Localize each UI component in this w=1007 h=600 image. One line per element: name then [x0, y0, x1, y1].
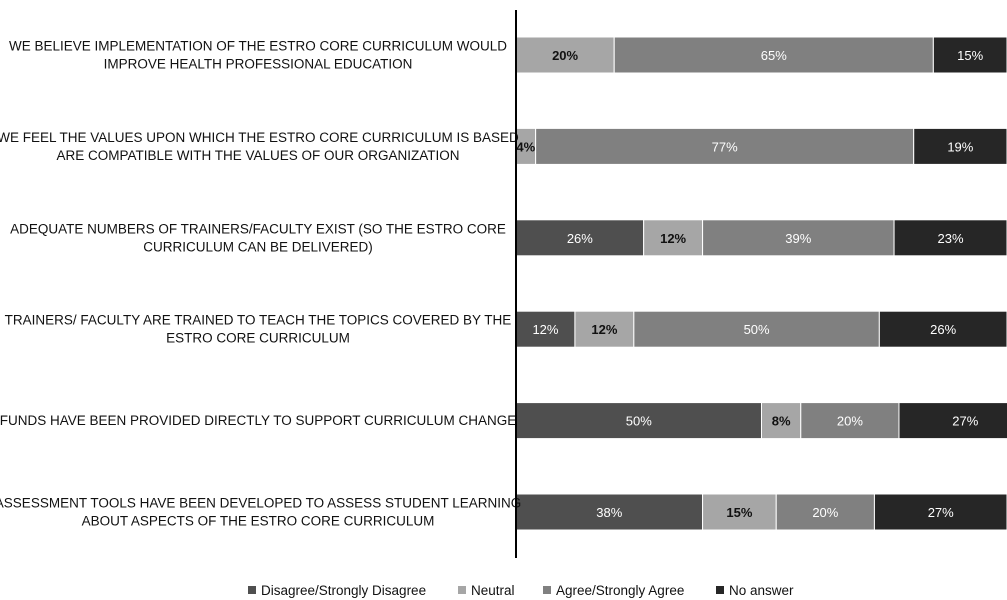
bar-segment [898, 402, 1007, 440]
data-label: 20% [552, 48, 578, 63]
data-label: 26% [567, 231, 593, 246]
bars-group: 20% 65% 15% 4% 77% 19% 26% 12% 39% 23% 12% 12% 50% 26… [515, 36, 1007, 531]
category-label-line: ARE COMPATIBLE WITH THE VALUES OF OUR OR… [56, 148, 459, 163]
data-label: 15% [726, 505, 752, 520]
category-label-line: ESTRO CORE CURRICULUM [166, 331, 350, 346]
data-label: 12% [591, 322, 617, 337]
legend-swatch [458, 586, 466, 594]
category-label-line: ADEQUATE NUMBERS OF TRAINERS/FACULTY EXI… [10, 221, 506, 236]
category-label-line: IMPROVE HEALTH PROFESSIONAL EDUCATION [104, 57, 413, 72]
data-label: 50% [626, 414, 652, 429]
bar-segment [893, 219, 1007, 257]
data-label: 12% [660, 231, 686, 246]
category-label: ADEQUATE NUMBERS OF TRAINERS/FACULTY EXI… [10, 221, 506, 254]
category-label: FUNDS HAVE BEEN PROVIDED DIRECTLY TO SUP… [0, 413, 516, 428]
bar-segment [702, 493, 777, 531]
bar-segment [932, 36, 1007, 74]
data-label: 50% [744, 322, 770, 337]
category-labels: WE BELIEVE IMPLEMENTATION OF THE ESTRO C… [0, 39, 521, 529]
data-label: 27% [952, 414, 978, 429]
legend-swatch [248, 586, 256, 594]
category-label-line: ASSESSMENT TOOLS HAVE BEEN DEVELOPED TO … [0, 496, 521, 511]
category-label-line: WE FEEL THE VALUES UPON WHICH THE ESTRO … [0, 130, 519, 145]
category-label: WE BELIEVE IMPLEMENTATION OF THE ESTRO C… [9, 39, 507, 72]
legend-label: No answer [729, 583, 794, 598]
category-label-line: ABOUT ASPECTS OF THE ESTRO CORE CURRICUL… [82, 514, 435, 529]
bar-segment [515, 36, 615, 74]
category-label-line: FUNDS HAVE BEEN PROVIDED DIRECTLY TO SUP… [0, 413, 516, 428]
bar-segment [515, 493, 704, 531]
category-label: WE FEEL THE VALUES UPON WHICH THE ESTRO … [0, 130, 519, 163]
bar-segment [535, 127, 915, 165]
data-label: 20% [837, 414, 863, 429]
data-label: 12% [532, 322, 558, 337]
legend-swatch [716, 586, 724, 594]
data-label: 23% [938, 231, 964, 246]
data-label: 26% [930, 322, 956, 337]
bar-segment [613, 36, 934, 74]
bar-segment [913, 127, 1007, 165]
category-label-line: CURRICULUM CAN BE DELIVERED) [143, 239, 373, 254]
bar-segment [515, 219, 645, 257]
bar-segment [761, 402, 802, 440]
bar-segment [800, 402, 900, 440]
legend-label: Agree/Strongly Agree [556, 583, 684, 598]
legend-label: Neutral [471, 583, 515, 598]
legend: Disagree/Strongly Disagree Neutral Agree/S… [248, 583, 794, 598]
category-label: ASSESSMENT TOOLS HAVE BEEN DEVELOPED TO … [0, 496, 521, 529]
data-label: 4% [516, 139, 535, 154]
data-label: 15% [957, 48, 983, 63]
legend-swatch [543, 586, 551, 594]
bar-segment [643, 219, 704, 257]
bar-segment [574, 310, 635, 348]
data-label: 19% [947, 139, 973, 154]
legend-label: Disagree/Strongly Disagree [261, 583, 426, 598]
data-label: 38% [596, 505, 622, 520]
bar-segment [873, 493, 1007, 531]
data-label: 27% [928, 505, 954, 520]
bar-segment [878, 310, 1007, 348]
category-label-line: WE BELIEVE IMPLEMENTATION OF THE ESTRO C… [9, 39, 507, 54]
data-label: 65% [761, 48, 787, 63]
data-label: 77% [712, 139, 738, 154]
category-label: TRAINERS/ FACULTY ARE TRAINED TO TEACH T… [5, 313, 512, 346]
bar-segment [633, 310, 880, 348]
bar-segment [515, 402, 762, 440]
data-label: 39% [785, 231, 811, 246]
data-label: 8% [772, 414, 791, 429]
data-label: 20% [812, 505, 838, 520]
category-label-line: TRAINERS/ FACULTY ARE TRAINED TO TEACH T… [5, 313, 512, 328]
